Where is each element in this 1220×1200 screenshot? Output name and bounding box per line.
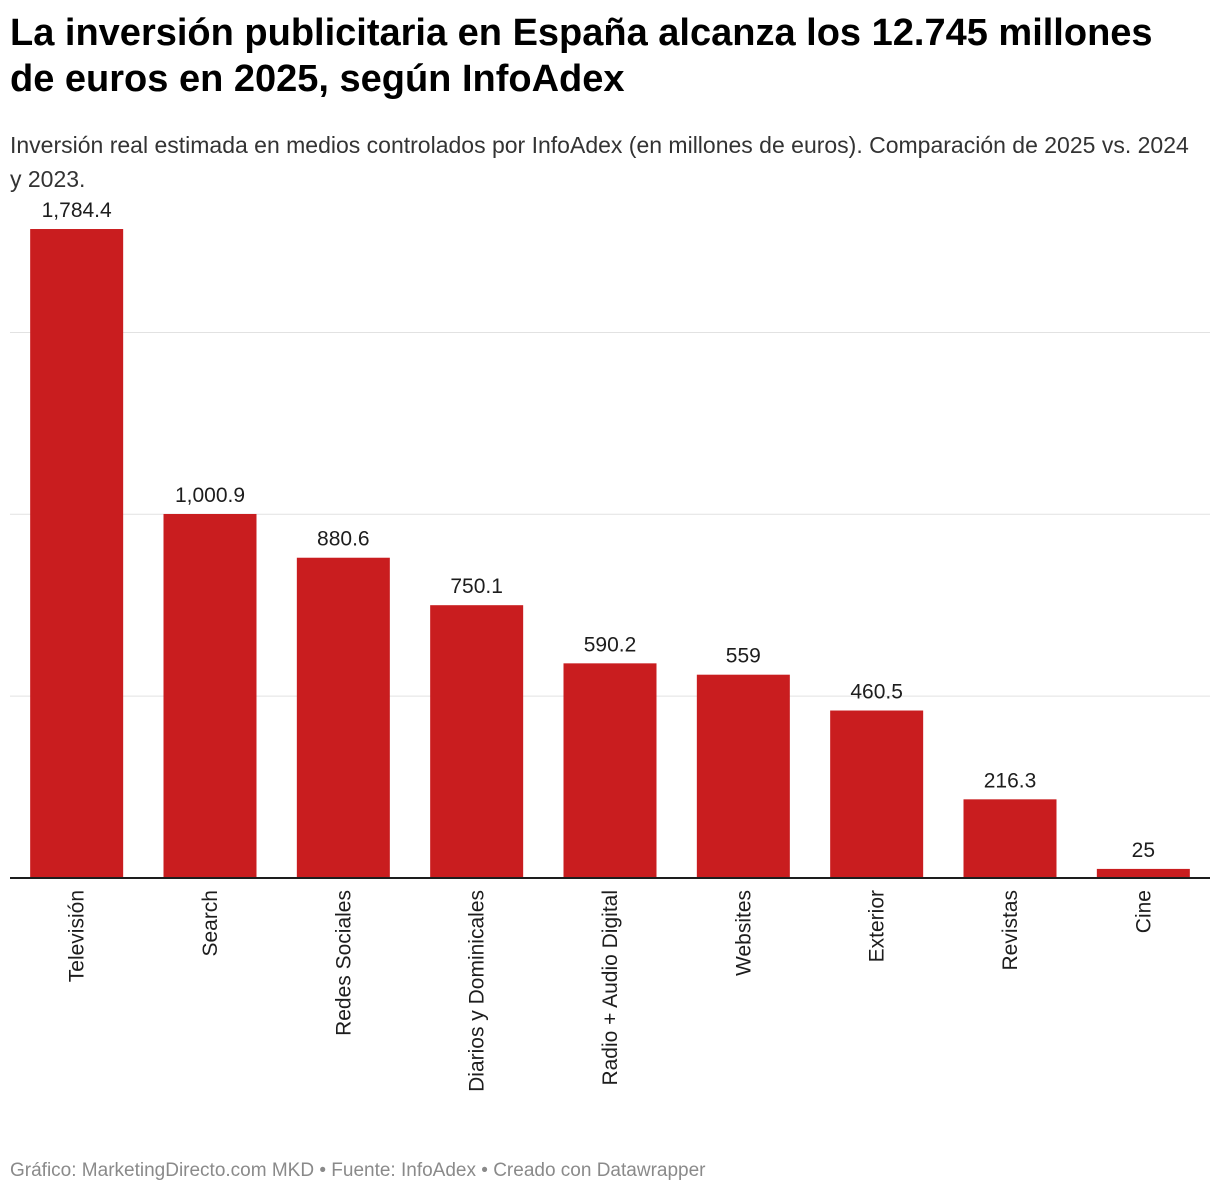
bar (963, 799, 1057, 878)
bar (830, 710, 924, 878)
category-label: Diarios y Dominicales (466, 890, 489, 1092)
value-label: 590.2 (584, 633, 637, 656)
bar-chart: 1,784.4 Televisión 1,000.9 Search 880.6 Redes… (10, 200, 1210, 1092)
value-label: 25 (1132, 839, 1155, 862)
value-label: 1,784.4 (42, 200, 112, 222)
value-label: 1,000.9 (175, 484, 245, 507)
bar (296, 557, 390, 878)
value-label: 460.5 (850, 681, 903, 704)
category-label: Exterior (866, 890, 889, 962)
category-label: Radio + Audio Digital (599, 890, 622, 1086)
category-label: Cine (1132, 890, 1155, 933)
category-label: Revistas (999, 890, 1022, 971)
value-label: 216.3 (984, 769, 1037, 792)
bar (563, 663, 657, 878)
bar (430, 605, 524, 878)
bar (30, 229, 124, 878)
bar (1096, 868, 1190, 878)
value-label: 750.1 (450, 575, 503, 598)
category-label: Websites (732, 890, 755, 976)
bar (696, 674, 790, 878)
value-label: 880.6 (317, 528, 370, 551)
value-label: 559 (726, 645, 761, 668)
chart-title: La inversión publicitaria en España alca… (10, 12, 1153, 100)
chart-subtitle: Inversión real estimada en medios contro… (10, 132, 1189, 192)
category-label: Redes Sociales (332, 890, 355, 1036)
category-label: Televisión (66, 890, 89, 982)
category-label: Search (199, 890, 222, 957)
bar (163, 513, 257, 878)
chart-footer: Gráfico: MarketingDirecto.com MKD • Fuen… (10, 1160, 706, 1181)
